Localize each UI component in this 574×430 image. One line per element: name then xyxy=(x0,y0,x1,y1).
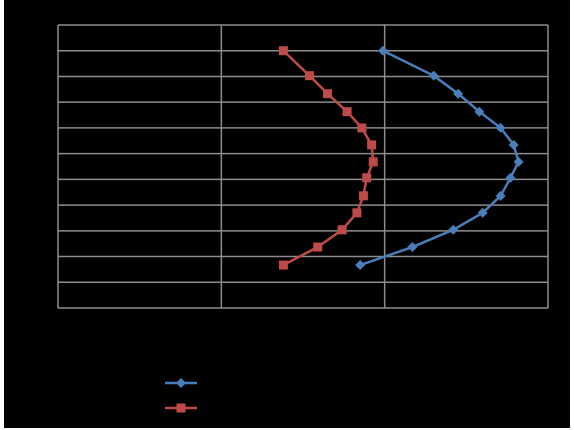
marker xyxy=(313,242,323,252)
marker xyxy=(367,140,377,150)
marker xyxy=(368,157,378,167)
marker xyxy=(513,156,524,167)
marker xyxy=(495,190,506,201)
legend-marker xyxy=(176,403,186,413)
marker xyxy=(342,107,352,117)
marker xyxy=(508,139,519,150)
marker xyxy=(407,242,418,253)
marker xyxy=(495,122,506,133)
marker xyxy=(453,88,464,99)
marker xyxy=(358,191,368,201)
legend-marker xyxy=(176,378,186,388)
marker xyxy=(362,173,372,183)
marker xyxy=(505,172,516,183)
marker xyxy=(357,123,367,133)
chart-background xyxy=(4,0,570,428)
marker xyxy=(355,260,366,271)
marker xyxy=(378,45,389,56)
marker xyxy=(323,89,332,99)
marker xyxy=(278,260,288,270)
marker xyxy=(477,207,488,218)
marker xyxy=(305,71,315,81)
marker xyxy=(474,106,485,117)
marker xyxy=(428,70,439,81)
marker xyxy=(352,208,362,218)
marker xyxy=(337,225,347,235)
marker xyxy=(278,46,288,56)
marker xyxy=(448,224,459,235)
